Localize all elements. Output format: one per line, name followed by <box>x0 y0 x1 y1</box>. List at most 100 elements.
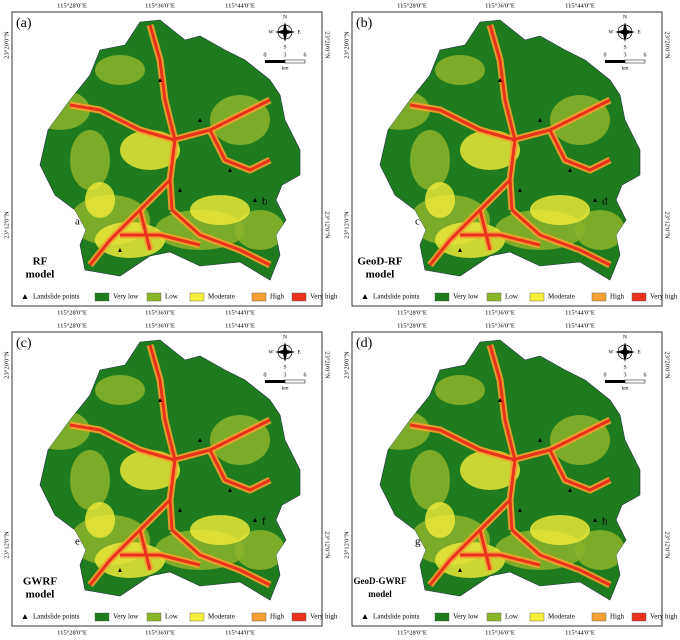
longitude-label: 115°28'0"E <box>57 309 87 316</box>
legend-point <box>362 614 368 619</box>
low-zone <box>575 210 625 250</box>
legend-swatch <box>631 292 647 302</box>
legend-label: High <box>270 293 285 301</box>
very-high-zone <box>428 498 512 586</box>
longitude-label: 115°44'0"E <box>565 322 595 329</box>
frame <box>351 331 663 627</box>
legend-label: Moderate <box>548 613 575 621</box>
scale-label: 6 <box>304 52 307 58</box>
moderate-zone <box>435 542 505 578</box>
very-high-zone <box>478 529 492 571</box>
very-high-zone <box>171 98 271 142</box>
longitude-label: 115°28'0"E <box>397 309 427 316</box>
panel: 115°28'0"E 115°28'0"E 115°36'0"E 115°36'0"E… <box>3 322 337 636</box>
very-high-zone <box>511 528 611 587</box>
moderate-zone <box>95 222 165 258</box>
very-high-zone <box>148 24 177 211</box>
compass-star <box>615 342 635 362</box>
scale-bar <box>265 380 285 383</box>
frame <box>351 11 663 307</box>
legend-swatch <box>434 292 450 302</box>
longitude-label: 115°28'0"E <box>397 322 427 329</box>
low-zone <box>70 450 110 510</box>
low-zone <box>575 530 625 570</box>
scale-unit: km <box>621 385 629 391</box>
legend-swatch <box>146 612 162 622</box>
very-high-zone <box>69 103 176 142</box>
very-high-zone <box>488 24 517 211</box>
latitude-label: 23°12'0"N <box>664 531 671 559</box>
very-high-zone <box>138 209 152 251</box>
very-high-zone <box>120 233 201 247</box>
compass-label: S <box>283 44 286 50</box>
landslide-point <box>498 398 502 402</box>
moderate-zone <box>85 502 115 538</box>
panel-label: (c) <box>16 336 32 351</box>
compass-label: N <box>623 14 627 20</box>
longitude-label: 115°28'0"E <box>57 322 87 329</box>
landslide-point <box>518 508 522 512</box>
frame <box>11 331 323 627</box>
compass-label: E <box>297 29 301 35</box>
compass-label: S <box>623 364 626 370</box>
legend-swatch <box>189 612 205 622</box>
moderate-zone <box>190 515 250 545</box>
very-high-zone <box>208 129 271 172</box>
very-high-zone <box>120 553 201 567</box>
landslide-point <box>228 168 232 172</box>
scale-label: 3 <box>624 52 627 58</box>
legend-label: Moderate <box>548 293 575 301</box>
legend-swatch <box>146 292 162 302</box>
scale-bar <box>605 380 625 383</box>
scale-bar <box>624 59 646 64</box>
landslide-point <box>538 438 542 442</box>
landslide-point <box>253 198 257 202</box>
legend-point <box>362 294 368 299</box>
landslide-point <box>458 248 462 252</box>
low-zone <box>235 210 285 250</box>
longitude-label: 115°28'0"E <box>57 629 87 636</box>
legend-label: High <box>270 613 285 621</box>
legend-swatch <box>486 292 502 302</box>
compass-label: W <box>268 349 274 355</box>
longitude-label: 115°44'0"E <box>225 322 255 329</box>
landslide-point <box>568 168 572 172</box>
annotation: f <box>262 516 266 528</box>
very-high-zone <box>88 178 172 266</box>
moderate-zone <box>190 195 250 225</box>
legend-label: Landslide points <box>373 613 420 621</box>
legend-label: Very high <box>310 293 338 301</box>
legend-label: Landslide points <box>33 293 80 301</box>
legend-label: Moderate <box>208 613 235 621</box>
legend-label: Very high <box>650 613 678 621</box>
landslide-point <box>178 188 182 192</box>
longitude-label: 115°36'0"E <box>145 322 175 329</box>
longitude-label: 115°36'0"E <box>485 309 515 316</box>
legend-label: Very high <box>650 293 678 301</box>
compass-label: N <box>283 334 287 340</box>
panel-label: (a) <box>16 16 32 31</box>
very-high-zone <box>488 344 517 531</box>
legend-swatch <box>251 612 267 622</box>
legend-label: Very low <box>453 613 479 621</box>
landslide-point <box>178 508 182 512</box>
legend-label: Landslide points <box>33 613 80 621</box>
longitude-label: 115°36'0"E <box>485 629 515 636</box>
longitude-label: 115°44'0"E <box>225 629 255 636</box>
low-zone <box>95 375 145 405</box>
very-high-zone <box>511 98 611 142</box>
latitude-label: 23°20'0"N <box>664 351 671 379</box>
moderate-zone <box>530 195 590 225</box>
longitude-label: 115°28'0"E <box>397 629 427 636</box>
compass-star <box>275 342 295 362</box>
longitude-label: 115°44'0"E <box>225 309 255 316</box>
legend-point <box>22 614 28 619</box>
longitude-label: 115°44'0"E <box>565 2 595 9</box>
longitude-label: 115°44'0"E <box>565 629 595 636</box>
very-high-zone <box>409 103 516 142</box>
very-high-zone <box>148 344 177 531</box>
model-name: GeoD-RF <box>357 256 402 268</box>
latitude-label: 23°12'0"N <box>664 211 671 239</box>
landslide-point <box>538 118 542 122</box>
